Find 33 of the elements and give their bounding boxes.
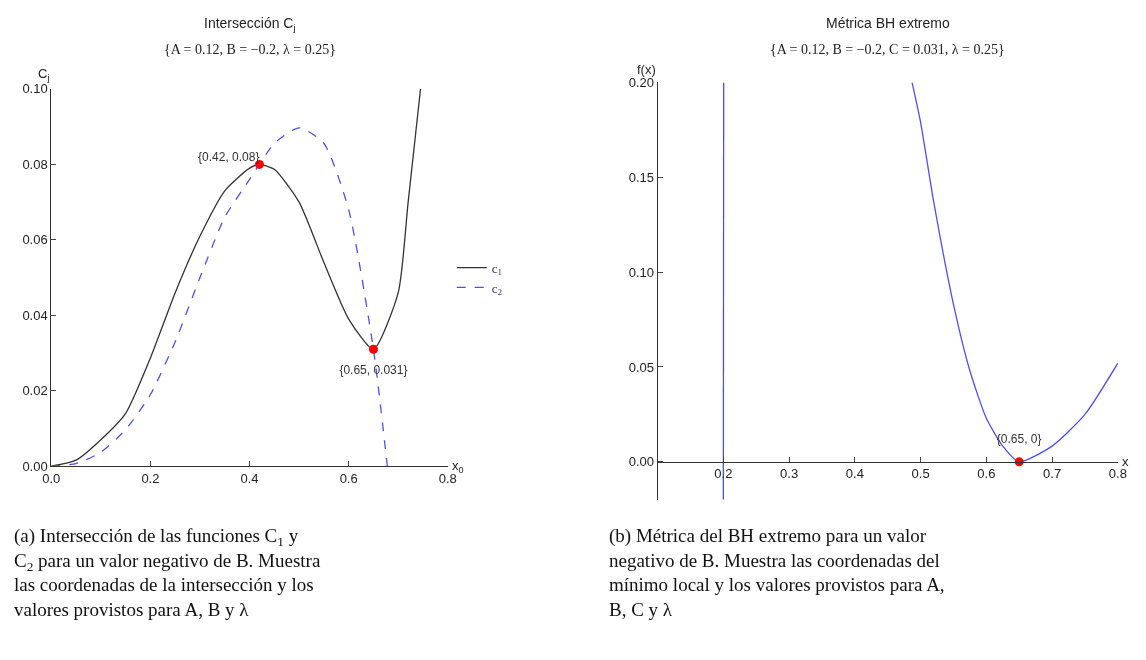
chart-title: Métrica BH extremo <box>826 15 950 31</box>
y-tick-label: 0.20 <box>628 75 654 91</box>
x-tick-label: 0.8 <box>1108 466 1127 482</box>
x-tick-label: 0.4 <box>240 470 259 486</box>
x-tick-label: 0.4 <box>845 466 864 482</box>
y-tick-label: 0.04 <box>22 307 48 323</box>
text: (a) Intersección de las funciones C$_{1}$ y C$_{2}$ para un valor negativo de B. Muestra las coordenadas de la intersección y los valores provistos para A, B y λ <box>14 525 321 621</box>
x-tick-label: 0.7 <box>1043 466 1062 482</box>
chart-subtitle: {A = 0.12, B = −0.2, C = 0.031, λ = 0.25} <box>770 42 1005 57</box>
y-tick-label: 0.02 <box>22 383 48 399</box>
chart-subtitle: {A = 0.12, B = −0.2, λ = 0.25} <box>164 42 336 57</box>
data-label: {0.42, 0.08} <box>198 150 260 165</box>
y-tick-label: 0.10 <box>628 264 654 280</box>
x-tick-label: 0.6 <box>977 466 996 482</box>
text: (b) Métrica del BH extremo para un valor negativo de B. Muestra las coordenadas del mínimo local y los valores provistos para A, B, C y λ <box>609 525 945 621</box>
x-tick-label: 0.5 <box>911 466 930 482</box>
data-label: {0.65, 0.031} <box>339 362 408 377</box>
x-tick-label: 0.3 <box>780 466 799 482</box>
data-label: {0.65, 0} <box>996 432 1042 447</box>
legend-label: c$_{2}$ <box>491 280 503 298</box>
y-tick-label: 0.05 <box>628 359 654 375</box>
x-tick-label: 0.2 <box>141 470 160 486</box>
y-tick-label: 0.15 <box>628 169 654 185</box>
y-tick-label: 0.08 <box>22 156 48 172</box>
y-axis-title: C$_{j}$ <box>38 66 50 83</box>
legend-label: c$_{1}$ <box>491 260 503 278</box>
x-tick-label: 0.6 <box>339 470 358 486</box>
x-axis-title: x <box>1122 454 1129 469</box>
y-tick-label: 0.00 <box>628 454 654 470</box>
chart-title: Intersección C$_{j}$ <box>204 15 296 33</box>
y-tick-label: 0.10 <box>22 81 48 97</box>
y-axis-title: f(x) <box>637 62 656 77</box>
y-tick-label: 0.06 <box>22 232 48 248</box>
